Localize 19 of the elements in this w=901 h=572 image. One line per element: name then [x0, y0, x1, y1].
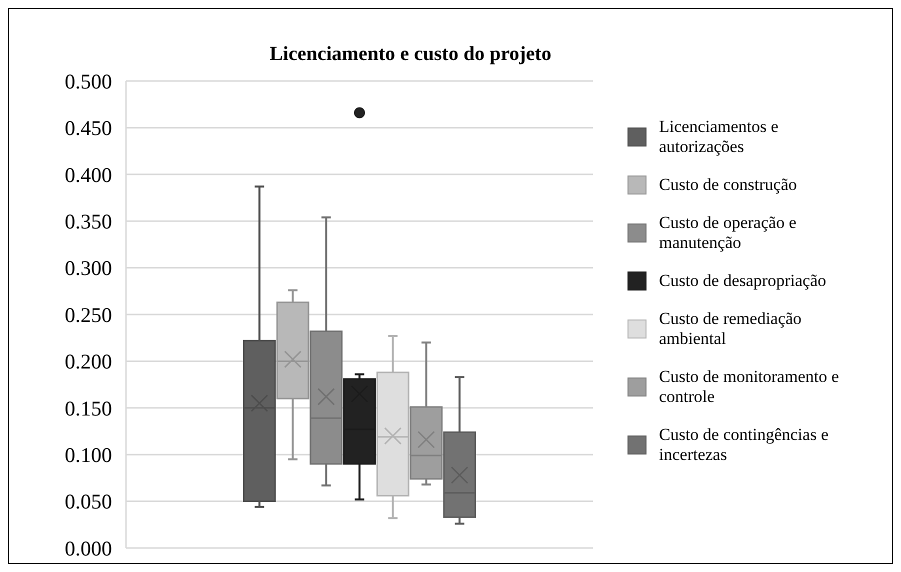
legend-label: Custo de contingências e incertezas — [659, 425, 828, 464]
y-tick-label: 0.250 — [64, 302, 112, 327]
y-tick-label: 0.450 — [64, 116, 112, 140]
y-tick-label: 0.200 — [64, 350, 112, 374]
y-tick-label: 0.300 — [64, 256, 112, 280]
legend-label: Custo de construção — [659, 175, 797, 194]
y-tick-label: 0.500 — [64, 69, 112, 94]
y-tick-label: 0.350 — [64, 209, 112, 234]
y-tick-label: 0.150 — [64, 396, 112, 420]
legend-label: Custo de remediação ambiental — [659, 309, 802, 348]
legend-label: Custo de desapropriação — [659, 271, 826, 290]
legend-label: Licenciamentos e autorizações — [659, 117, 778, 156]
y-tick-label: 0.100 — [64, 442, 112, 467]
legend-label: Custo de operação e manutenção — [659, 213, 796, 252]
y-tick-label: 0.000 — [64, 536, 112, 560]
chart-title: Licenciamento e custo do projeto — [270, 43, 552, 65]
legend-label: Custo de monitoramento e controle — [659, 367, 839, 406]
y-tick-label: 0.050 — [64, 490, 112, 514]
y-tick-label: 0.400 — [64, 162, 112, 187]
